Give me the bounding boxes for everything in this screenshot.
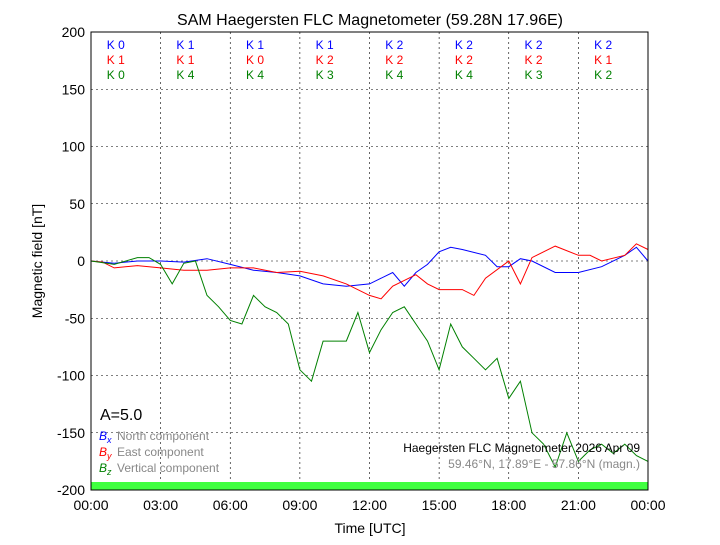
- k-index: K 1: [176, 53, 194, 67]
- k-index: K 1: [107, 53, 125, 67]
- k-index: K 4: [455, 68, 473, 82]
- x-axis-label: Time [UTC]: [334, 520, 405, 536]
- y-tick-label: 0: [77, 253, 85, 269]
- legend-symbol: Bx: [99, 429, 112, 445]
- k-index: K 2: [455, 38, 473, 52]
- legend-symbol: By: [99, 445, 112, 461]
- k-index: K 2: [594, 68, 612, 82]
- y-tick-label: 150: [62, 81, 86, 97]
- series-line-z: [90, 257, 649, 469]
- k-index: K 3: [316, 68, 334, 82]
- k-index: K 4: [385, 68, 403, 82]
- k-index: K 2: [385, 38, 403, 52]
- legend-symbol: Bz: [99, 461, 112, 477]
- k-index: K 2: [594, 38, 612, 52]
- y-tick-label: -100: [57, 368, 85, 384]
- k-index: K 0: [246, 53, 264, 67]
- y-tick-label: -150: [57, 425, 85, 441]
- k-index: K 4: [246, 68, 264, 82]
- series-line-y: [90, 243, 649, 300]
- k-index: K 2: [525, 53, 543, 67]
- k-index: K 0: [107, 68, 125, 82]
- station-label: Haegersten FLC Magnetometer 2026 Apr 09: [403, 441, 640, 455]
- y-tick-label: 200: [62, 24, 86, 40]
- x-tick-label: 06:00: [213, 497, 248, 513]
- series-line-x: [90, 246, 649, 287]
- coords-label: 59.46°N, 17.89°E - 57.86°N (magn.): [448, 457, 640, 471]
- k-index: K 2: [385, 53, 403, 67]
- x-tick-label: 03:00: [143, 497, 178, 513]
- y-axis-label: Magnetic field [nT]: [29, 204, 45, 318]
- k-index: K 1: [594, 53, 612, 67]
- legend-label: North component: [117, 429, 210, 443]
- y-tick-label: -200: [57, 482, 85, 498]
- plot-frame: [90, 31, 649, 491]
- legend-label: East component: [117, 445, 204, 459]
- status-band: [91, 482, 648, 490]
- k-index: K 2: [525, 38, 543, 52]
- k-index: K 3: [525, 68, 543, 82]
- x-tick-label: 21:00: [561, 497, 596, 513]
- x-tick-label: 00:00: [73, 497, 108, 513]
- y-tick-label: 100: [62, 139, 86, 155]
- x-tick-label: 00:00: [630, 497, 665, 513]
- k-index: K 1: [176, 38, 194, 52]
- y-tick-label: -50: [65, 310, 85, 326]
- x-tick-label: 12:00: [352, 497, 387, 513]
- k-index: K 2: [316, 53, 334, 67]
- k-index: K 0: [107, 38, 125, 52]
- k-index: K 1: [246, 38, 264, 52]
- x-tick-label: 18:00: [491, 497, 526, 513]
- x-tick-label: 15:00: [422, 497, 457, 513]
- y-tick-label: 50: [69, 196, 85, 212]
- k-index: K 2: [455, 53, 473, 67]
- x-tick-label: 09:00: [282, 497, 317, 513]
- activity-index: A=5.0: [100, 407, 142, 424]
- legend-label: Vertical component: [117, 461, 220, 475]
- chart-title: SAM Haegersten FLC Magnetometer (59.28N …: [177, 12, 563, 29]
- k-index: K 1: [316, 38, 334, 52]
- k-index: K 4: [176, 68, 194, 82]
